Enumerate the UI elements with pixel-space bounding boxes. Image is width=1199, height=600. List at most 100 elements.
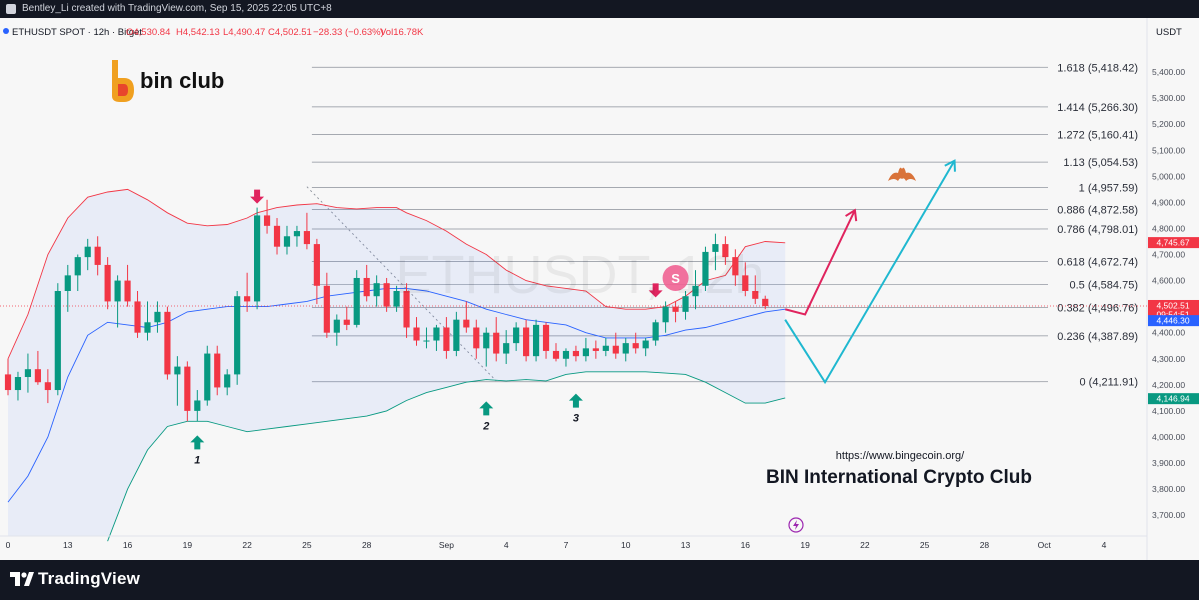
candle-body bbox=[254, 215, 261, 302]
candle bbox=[582, 337, 589, 362]
candle-body bbox=[532, 324, 540, 357]
projection-cyan-arrowhead-icon bbox=[944, 159, 956, 172]
fib-level-label: 1.414 (5,266.30) bbox=[1057, 102, 1138, 114]
candle bbox=[403, 283, 410, 338]
candle-body bbox=[84, 246, 91, 258]
candle bbox=[692, 270, 699, 310]
candle-body bbox=[373, 283, 380, 297]
chart-area[interactable]: 3,700.00 3,800.00 3,900.00 4,000.00 4,100.00… bbox=[0, 18, 1199, 560]
user-avatar-icon bbox=[6, 4, 16, 14]
candle bbox=[174, 356, 181, 406]
candle-body bbox=[423, 340, 430, 342]
tradingview-brand: TradingView bbox=[38, 569, 141, 588]
price-tick-label: 5,300.00 bbox=[1152, 93, 1185, 103]
candle bbox=[602, 337, 609, 357]
candle-body bbox=[403, 291, 410, 328]
candle-body bbox=[194, 400, 201, 411]
price-tick-label: 3,800.00 bbox=[1152, 484, 1185, 494]
candle bbox=[433, 324, 440, 351]
candle bbox=[702, 246, 709, 291]
candle bbox=[742, 262, 749, 297]
candlestick-chart[interactable]: 3,700.00 3,800.00 3,900.00 4,000.00 4,100.00… bbox=[0, 18, 1199, 560]
candle-body bbox=[463, 319, 470, 328]
candle-body bbox=[114, 280, 121, 302]
countdown-label: 09:54:51 bbox=[1156, 309, 1189, 319]
candle bbox=[154, 301, 161, 333]
candle bbox=[383, 277, 390, 312]
price-tick-label: 3,900.00 bbox=[1152, 458, 1185, 468]
candle-body bbox=[24, 369, 32, 378]
symbol-watermark: ETHUSDT, 12h bbox=[395, 245, 764, 305]
candle-body bbox=[622, 343, 629, 354]
candle-body bbox=[682, 296, 689, 312]
candle bbox=[672, 301, 679, 323]
currency-label: USDT bbox=[1156, 27, 1182, 38]
club-url[interactable]: https://www.bingecoin.org/ bbox=[836, 450, 965, 462]
candle bbox=[94, 236, 101, 276]
candle-body bbox=[572, 350, 580, 357]
price-tick-label: 5,100.00 bbox=[1152, 145, 1185, 155]
candle bbox=[652, 319, 659, 346]
club-title: BIN International Crypto Club bbox=[766, 467, 1032, 488]
s-badge-icon bbox=[662, 264, 689, 291]
candle-body bbox=[453, 319, 460, 351]
candle bbox=[283, 225, 291, 255]
candle-body bbox=[104, 264, 111, 302]
down-arrow-marker-icon bbox=[648, 283, 663, 298]
up-arrow-marker-icon bbox=[190, 435, 205, 450]
candle bbox=[532, 319, 540, 362]
candle bbox=[732, 249, 739, 286]
candle bbox=[443, 317, 450, 359]
candle-body bbox=[363, 277, 370, 297]
candle bbox=[662, 301, 669, 333]
up-arrow-marker-icon bbox=[568, 393, 583, 408]
candle bbox=[323, 272, 330, 338]
candle bbox=[453, 311, 460, 357]
time-tick-label: 25 bbox=[302, 540, 312, 550]
fib-level-label: 0.5 (4,584.75) bbox=[1070, 280, 1139, 292]
price-label-badge bbox=[1148, 299, 1199, 320]
down-arrow-marker-icon bbox=[250, 189, 265, 204]
ohlc-close: C4,502.51 bbox=[268, 27, 312, 38]
candle-body bbox=[702, 251, 709, 286]
time-tick-label: 28 bbox=[980, 540, 990, 550]
time-tick-label: 28 bbox=[362, 540, 372, 550]
projection-cyan-path bbox=[784, 160, 956, 385]
time-axis[interactable]: 0 13 16 19 22 25 28 Sep 4 7 10 13 16 19 22 25 28 Oct 4 bbox=[0, 535, 1147, 550]
candle bbox=[273, 218, 281, 255]
price-tick-label: 4,000.00 bbox=[1152, 432, 1185, 442]
price-tick-label: 4,100.00 bbox=[1152, 406, 1185, 416]
candle-body bbox=[74, 257, 81, 276]
candle-body bbox=[283, 236, 291, 247]
up-arrow-marker-icon bbox=[479, 401, 494, 416]
volume-value: Vol16.78K bbox=[380, 27, 424, 38]
fib-level-label: 1.272 (5,160.41) bbox=[1057, 130, 1138, 142]
candle-body bbox=[762, 298, 769, 307]
symbol-legend[interactable]: ETHUSDT SPOT · 12h · Bitget O4,530.84 H4… bbox=[3, 27, 424, 38]
bat-icon bbox=[888, 167, 916, 181]
lightning-icon[interactable] bbox=[788, 517, 804, 533]
bollinger-bands bbox=[0, 188, 1147, 542]
candle bbox=[134, 291, 141, 338]
attribution-text: Bentley_Li created with TradingView.com,… bbox=[22, 3, 332, 14]
price-axis[interactable]: 3,700.00 3,800.00 3,900.00 4,000.00 4,100.00… bbox=[1146, 18, 1199, 560]
price-tick-label: 4,700.00 bbox=[1152, 250, 1185, 260]
price-tick-label: 4,300.00 bbox=[1152, 354, 1185, 364]
candle bbox=[263, 199, 271, 234]
fib-level-label: 0.886 (4,872.58) bbox=[1057, 205, 1138, 217]
price-label-text: 4,745.67 bbox=[1156, 238, 1189, 248]
candle bbox=[4, 358, 12, 396]
candle-body bbox=[493, 332, 500, 354]
ohlc-low: L4,490.47 bbox=[223, 27, 265, 38]
symbol-line: ETHUSDT SPOT · 12h · Bitget bbox=[12, 27, 142, 38]
fibonacci-retracement[interactable]: 1.618 (5,418.42) 1.414 (5,266.30) 1.272 (5… bbox=[306, 62, 1139, 389]
wave-label: 2 bbox=[482, 420, 489, 432]
price-label-badge bbox=[1148, 237, 1199, 249]
candle bbox=[14, 371, 22, 401]
candle-body bbox=[303, 231, 310, 245]
time-tick-label: 7 bbox=[564, 540, 569, 550]
candle-body bbox=[483, 332, 490, 349]
candle bbox=[682, 291, 689, 320]
time-tick-label: 22 bbox=[860, 540, 870, 550]
candle bbox=[164, 306, 171, 380]
